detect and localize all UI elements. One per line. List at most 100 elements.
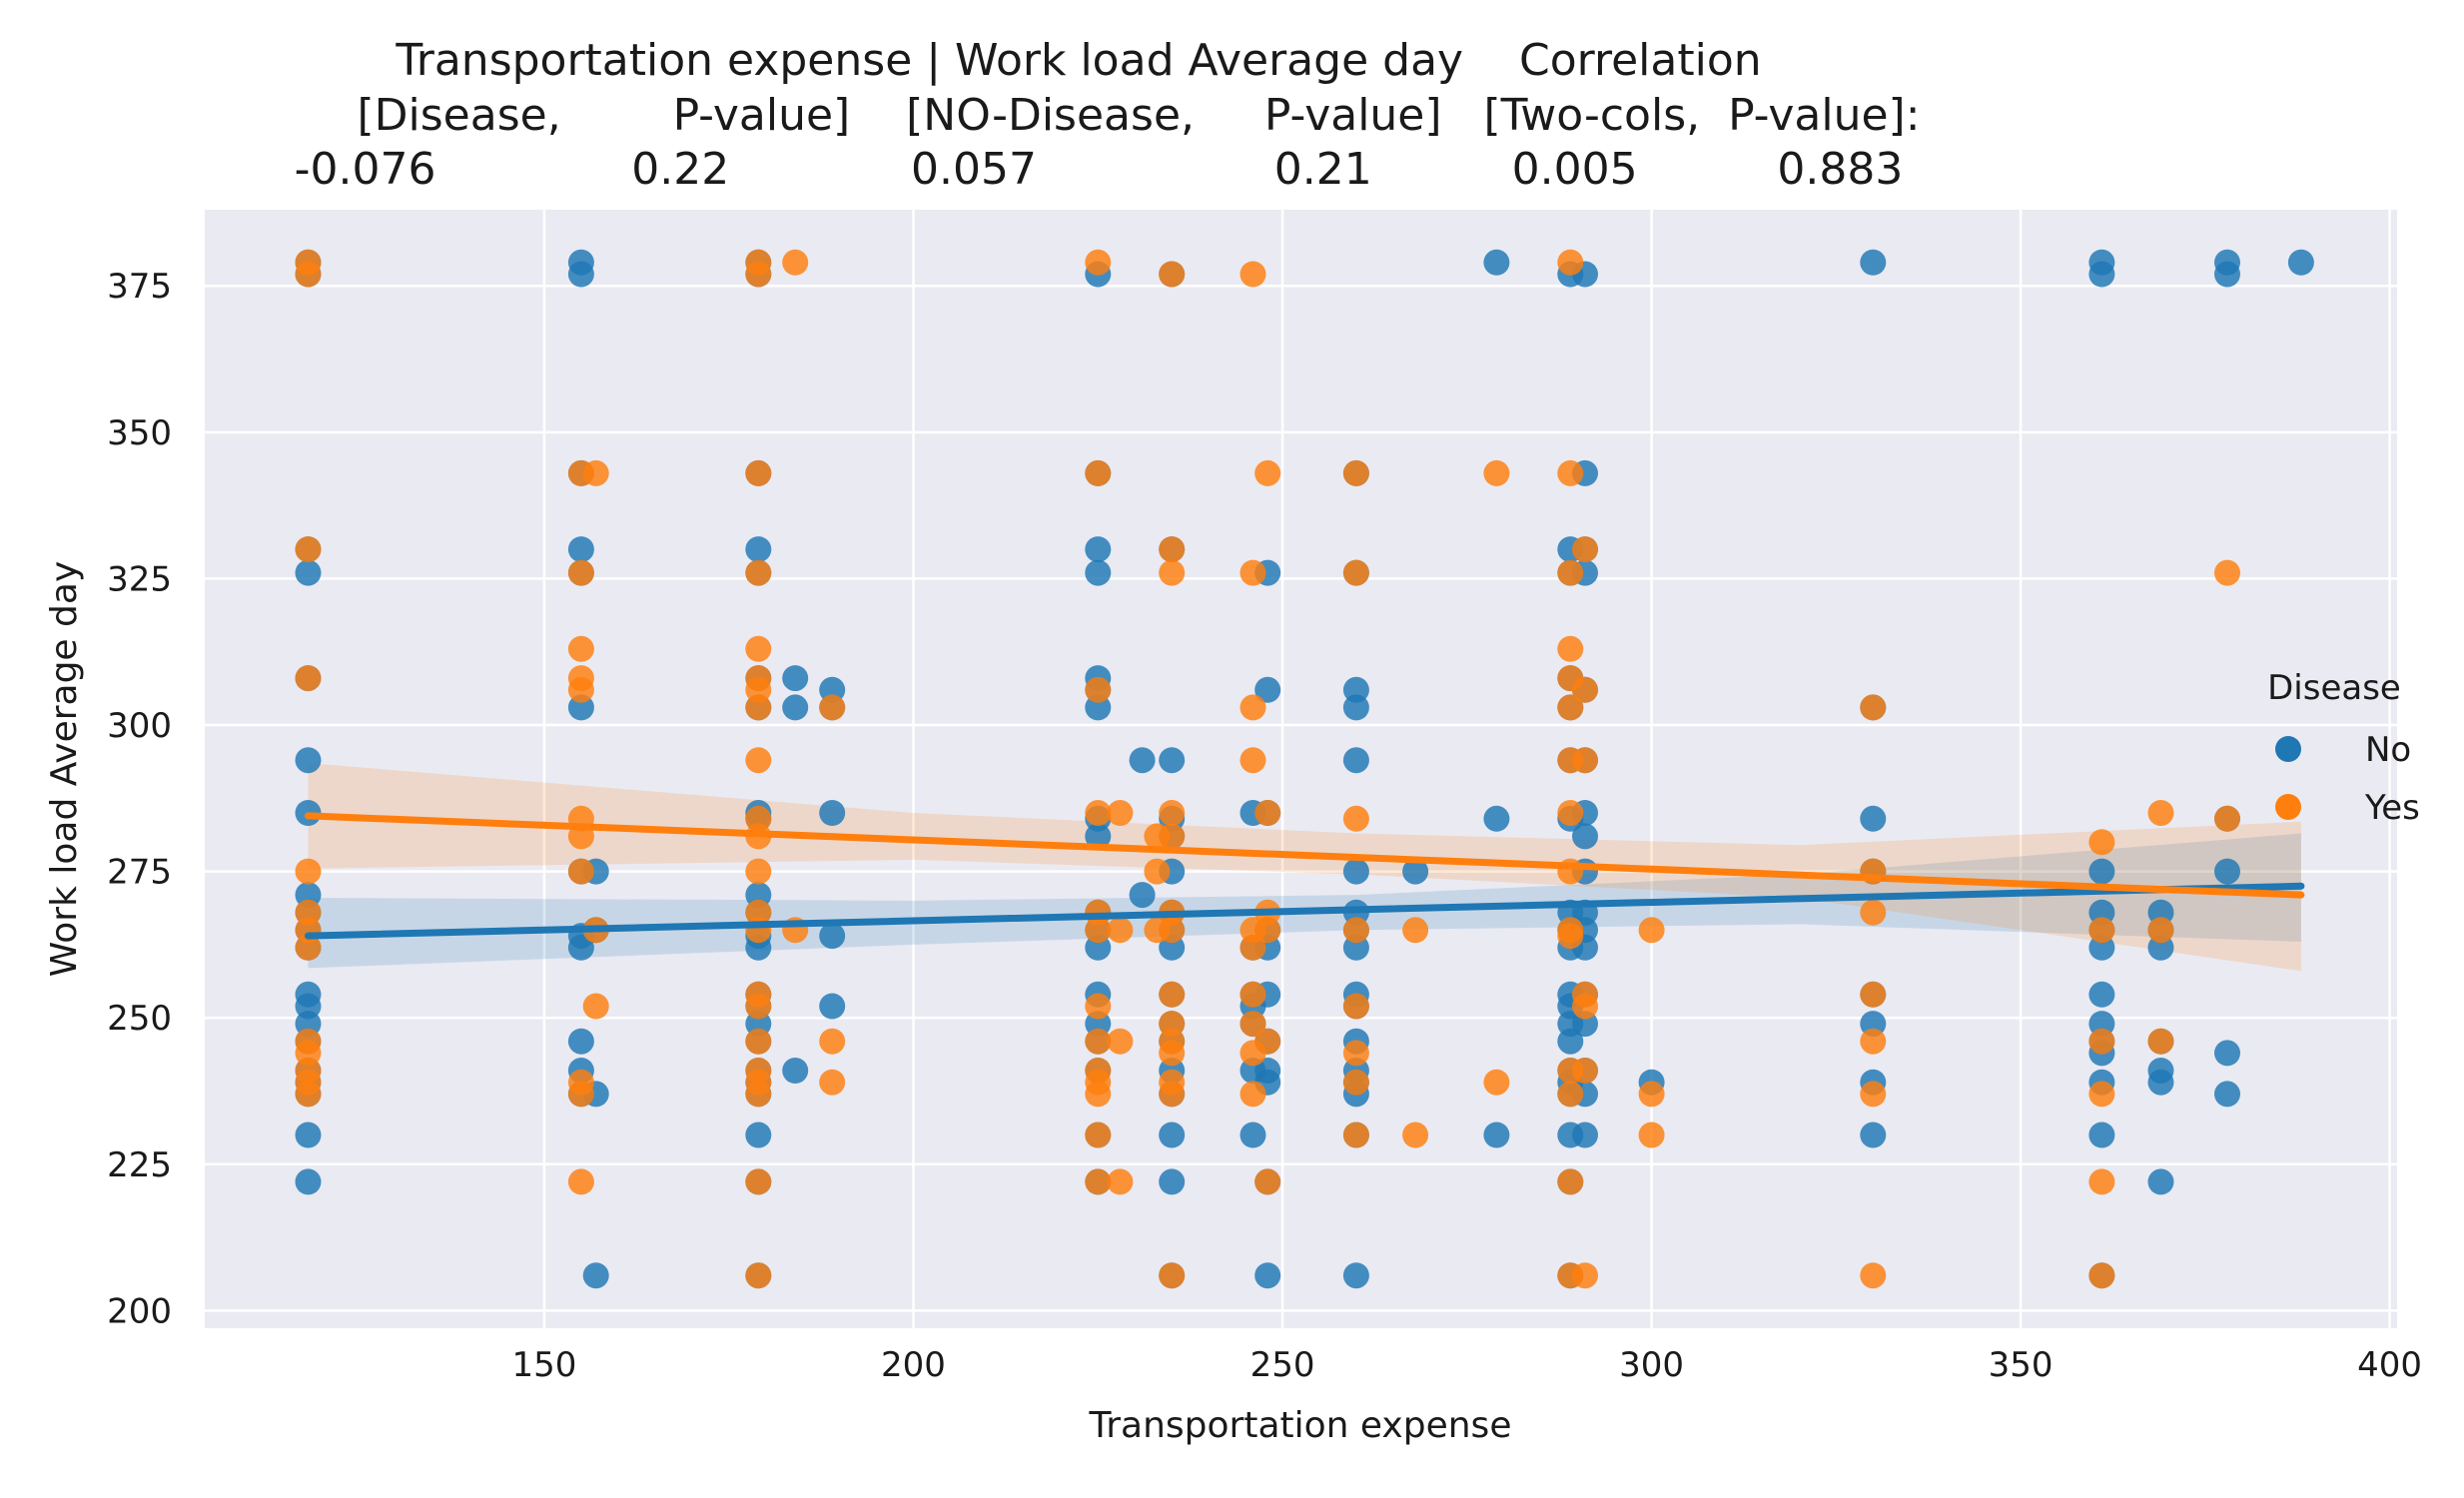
data-point-no	[1129, 882, 1156, 909]
data-point-yes	[1557, 1081, 1584, 1108]
data-point-yes	[1239, 981, 1266, 1008]
y-tick-label: 225	[107, 1145, 172, 1185]
data-point-no	[1159, 747, 1186, 774]
data-point-yes	[745, 993, 772, 1020]
chart-title: Transportation expense | Work load Avera…	[295, 35, 1921, 195]
data-point-yes	[1085, 1081, 1112, 1108]
data-point-no	[2214, 858, 2240, 885]
data-point-yes	[1239, 1011, 1266, 1038]
data-point-yes	[1085, 1168, 1112, 1195]
data-point-no	[1085, 559, 1112, 586]
data-point-no	[1129, 747, 1156, 774]
data-point-no	[819, 800, 846, 826]
data-point-yes	[1239, 559, 1266, 586]
data-point-yes	[1483, 459, 1510, 486]
data-point-yes	[1085, 1122, 1112, 1148]
data-point-yes	[1557, 635, 1584, 662]
data-point-yes	[819, 694, 846, 721]
data-point-no	[819, 923, 846, 950]
data-point-no	[2088, 981, 2115, 1008]
x-axis-label: Transportation expense	[1089, 1405, 1512, 1446]
data-point-no	[2147, 1069, 2174, 1096]
y-tick-label: 325	[107, 559, 172, 599]
data-point-yes	[1254, 1168, 1281, 1195]
data-point-yes	[1085, 1028, 1112, 1055]
data-point-yes	[745, 459, 772, 486]
data-point-no	[1159, 1122, 1186, 1148]
data-point-no	[1483, 249, 1510, 276]
data-point-yes	[2147, 1028, 2174, 1055]
data-point-yes	[819, 1028, 846, 1055]
data-point-yes	[2088, 829, 2115, 856]
data-point-yes	[1107, 1028, 1134, 1055]
data-point-yes	[1860, 1262, 1887, 1289]
data-point-yes	[567, 676, 594, 703]
data-point-yes	[1402, 917, 1429, 944]
confidence-band-yes	[308, 763, 2301, 972]
data-point-no	[782, 694, 809, 721]
data-point-yes	[1557, 1168, 1584, 1195]
data-point-yes	[1638, 1081, 1665, 1108]
data-point-yes	[1085, 993, 1112, 1020]
data-point-no	[1254, 676, 1281, 703]
data-point-yes	[567, 1168, 594, 1195]
data-point-no	[1342, 858, 1369, 885]
data-point-yes	[782, 249, 809, 276]
data-point-yes	[582, 459, 609, 486]
data-point-yes	[1638, 1122, 1665, 1148]
data-point-yes	[745, 858, 772, 885]
data-point-yes	[1402, 1122, 1429, 1148]
data-point-no	[1483, 805, 1510, 832]
data-point-yes	[745, 1168, 772, 1195]
regression-line-yes	[304, 812, 2305, 899]
data-point-no	[745, 1122, 772, 1148]
data-point-yes	[745, 261, 772, 288]
data-point-yes	[567, 635, 594, 662]
data-point-yes	[1254, 459, 1281, 486]
legend-label-yes: Yes	[2364, 788, 2420, 828]
data-point-yes	[1557, 923, 1584, 950]
data-point-yes	[1107, 917, 1134, 944]
data-point-no	[295, 747, 322, 774]
data-point-no	[295, 1122, 322, 1148]
data-point-no	[2088, 858, 2115, 885]
data-point-yes	[1239, 261, 1266, 288]
title-line-2: [Disease, P-value] [NO-Disease, P-value]…	[357, 90, 1920, 141]
data-point-no	[295, 1168, 322, 1195]
data-point-no	[1085, 536, 1112, 563]
regression-line-no	[304, 882, 2305, 940]
data-point-yes	[295, 536, 322, 563]
y-tick-label: 275	[107, 853, 172, 893]
data-point-no	[2287, 249, 2314, 276]
data-point-no	[567, 1028, 594, 1055]
data-point-yes	[745, 1262, 772, 1289]
data-point-yes	[1557, 249, 1584, 276]
y-tick-label: 375	[107, 267, 172, 307]
title-line-1: Transportation expense | Work load Avera…	[395, 35, 1761, 86]
data-point-yes	[1254, 1028, 1281, 1055]
data-point-yes	[1159, 823, 1186, 850]
data-point-no	[1557, 1028, 1584, 1055]
data-point-no	[567, 536, 594, 563]
data-point-yes	[819, 1069, 846, 1096]
data-point-yes	[1159, 800, 1186, 826]
data-point-yes	[1572, 676, 1598, 703]
data-point-yes	[1342, 993, 1369, 1020]
data-point-yes	[1342, 917, 1369, 944]
data-point-yes	[1239, 694, 1266, 721]
data-point-no	[1159, 1168, 1186, 1195]
data-point-yes	[1342, 1069, 1369, 1096]
data-point-yes	[1557, 459, 1584, 486]
data-point-yes	[1342, 459, 1369, 486]
data-point-yes	[1159, 981, 1186, 1008]
data-point-yes	[1159, 261, 1186, 288]
legend-label-no: No	[2365, 730, 2411, 770]
legend-marker-no	[2275, 736, 2301, 762]
data-point-yes	[295, 858, 322, 885]
data-point-yes	[2088, 1168, 2115, 1195]
title-line-3: -0.076 0.22 0.057 0.21 0.005 0.883	[295, 144, 1904, 195]
data-point-no	[2214, 1040, 2240, 1067]
data-point-yes	[745, 1081, 772, 1108]
data-point-yes	[1860, 899, 1887, 926]
data-point-yes	[1159, 1040, 1186, 1067]
